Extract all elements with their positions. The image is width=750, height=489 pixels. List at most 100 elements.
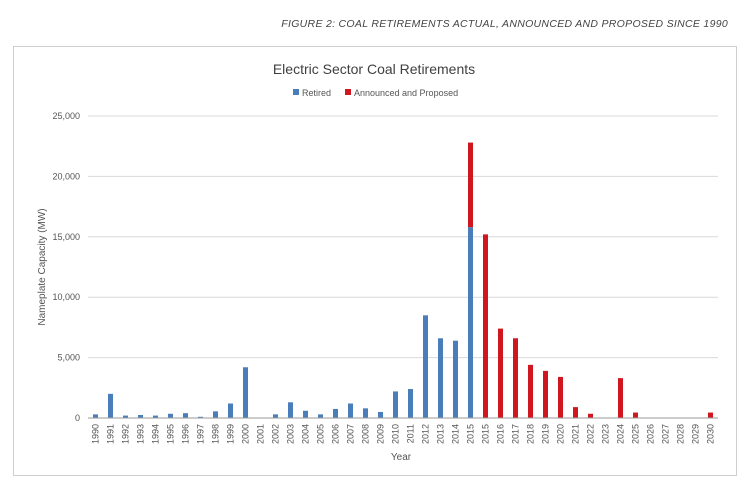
x-tick-label: 2016 (496, 424, 506, 444)
x-tick-label: 2021 (571, 424, 581, 444)
x-tick-label: 2005 (316, 424, 326, 444)
y-tick-label: 5,000 (57, 353, 80, 363)
legend-swatch-0 (293, 89, 299, 95)
bar-announced-2020 (558, 376, 563, 418)
x-tick-label: 2010 (391, 424, 401, 444)
x-tick-label: 2004 (301, 424, 311, 444)
chart-frame (13, 46, 737, 476)
bars (93, 142, 713, 418)
x-tick-label: 1995 (166, 424, 176, 444)
bar-retired-2011 (408, 389, 413, 418)
x-tick-label: 2009 (376, 424, 386, 444)
bar-retired-2006 (333, 408, 338, 418)
x-tick-label: 2012 (421, 424, 431, 444)
x-tick-label: 1997 (196, 424, 206, 444)
bar-retired-2010 (393, 391, 398, 418)
bar-announced-2016 (498, 328, 503, 418)
chart-title: Electric Sector Coal Retirements (273, 61, 475, 77)
legend: Retired Announced and Proposed (293, 88, 458, 98)
bar-retired-1999 (228, 403, 233, 418)
x-axis-ticks: 1990 1991 1992 1993 1994 1995 1996 1997 1998 1999… (91, 424, 716, 444)
bar-announced-2030 (708, 412, 713, 418)
x-tick-label: 2014 (451, 424, 461, 444)
x-tick-label: 2023 (601, 424, 611, 444)
x-tick-label: 1996 (181, 424, 191, 444)
x-tick-label: 1993 (136, 424, 146, 444)
bar-announced-2021 (573, 407, 578, 418)
bar-retired-1996 (183, 413, 188, 418)
legend-label-0: Retired (302, 88, 331, 98)
x-tick-label: 1999 (226, 424, 236, 444)
x-tick-label: 1998 (211, 424, 221, 444)
x-tick-label: 2007 (346, 424, 356, 444)
x-tick-label: 2030 (706, 424, 716, 444)
bar-announced-2019 (543, 370, 548, 418)
bar-retired-2003 (288, 402, 293, 418)
bar-retired-1998 (213, 411, 218, 418)
y-tick-label: 25,000 (52, 111, 80, 121)
figure-caption: FIGURE 2: COAL RETIREMENTS ACTUAL, ANNOU… (281, 18, 728, 30)
bar-retired-2002 (273, 414, 278, 418)
bar-retired-2000 (243, 367, 248, 418)
y-tick-label: 10,000 (52, 292, 80, 302)
bar-retired-1990 (93, 414, 98, 418)
bar-announced-2022 (588, 413, 593, 418)
y-tick-label: 20,000 (52, 171, 80, 181)
bar-retired-2013 (438, 338, 443, 418)
x-tick-label: 2000 (241, 424, 251, 444)
x-tick-label: 1991 (106, 424, 116, 444)
x-tick-label: 2013 (436, 424, 446, 444)
bar-retired-2015 (468, 227, 473, 418)
x-axis-label: Year (391, 452, 412, 463)
bar-retired-2004 (303, 410, 308, 418)
bar-announced-2015 (483, 234, 488, 418)
x-tick-label: 2008 (361, 424, 371, 444)
legend-swatch-1 (345, 89, 351, 95)
bar-retired-2008 (363, 408, 368, 418)
x-tick-label: 2028 (676, 424, 686, 444)
x-tick-label: 2015 (481, 424, 491, 444)
x-tick-label: 2003 (286, 424, 296, 444)
y-tick-label: 15,000 (52, 232, 80, 242)
x-tick-label: 2017 (511, 424, 521, 444)
bar-announced-2025 (633, 412, 638, 418)
y-tick-label: 0 (75, 413, 80, 423)
bar-announced-2015 (468, 142, 473, 228)
x-tick-label: 2027 (661, 424, 671, 444)
gridlines (88, 115, 718, 359)
bar-retired-1994 (153, 415, 158, 418)
bar-retired-2005 (318, 414, 323, 418)
y-axis-ticks: 0 5,000 10,000 15,000 20,000 25,000 (52, 111, 80, 423)
bar-retired-1997 (198, 416, 203, 418)
bar-retired-2014 (453, 340, 458, 418)
bar-retired-1991 (108, 393, 113, 418)
x-tick-label: 2018 (526, 424, 536, 444)
x-tick-label: 2002 (271, 424, 281, 444)
bar-retired-1993 (138, 414, 143, 418)
bar-announced-2024 (618, 378, 623, 418)
x-tick-label: 2006 (331, 424, 341, 444)
x-tick-label: 2025 (631, 424, 641, 444)
y-axis-label: Nameplate Capacity (MW) (37, 208, 48, 325)
bar-announced-2018 (528, 364, 533, 418)
x-tick-label: 1990 (91, 424, 101, 444)
bar-retired-2007 (348, 403, 353, 418)
bar-retired-1992 (123, 415, 128, 418)
x-tick-label: 2001 (256, 424, 266, 444)
bar-announced-2017 (513, 338, 518, 418)
bar-retired-2009 (378, 411, 383, 418)
x-tick-label: 2026 (646, 424, 656, 444)
x-tick-label: 1994 (151, 424, 161, 444)
x-tick-label: 2029 (691, 424, 701, 444)
legend-label-1: Announced and Proposed (354, 88, 458, 98)
bar-retired-2012 (423, 315, 428, 418)
x-tick-label: 2022 (586, 424, 596, 444)
x-tick-label: 2024 (616, 424, 626, 444)
bar-retired-1995 (168, 413, 173, 418)
x-tick-label: 2015 (466, 424, 476, 444)
x-tick-label: 2020 (556, 424, 566, 444)
x-tick-label: 2019 (541, 424, 551, 444)
x-tick-label: 2011 (406, 424, 416, 443)
x-tick-label: 1992 (121, 424, 131, 444)
